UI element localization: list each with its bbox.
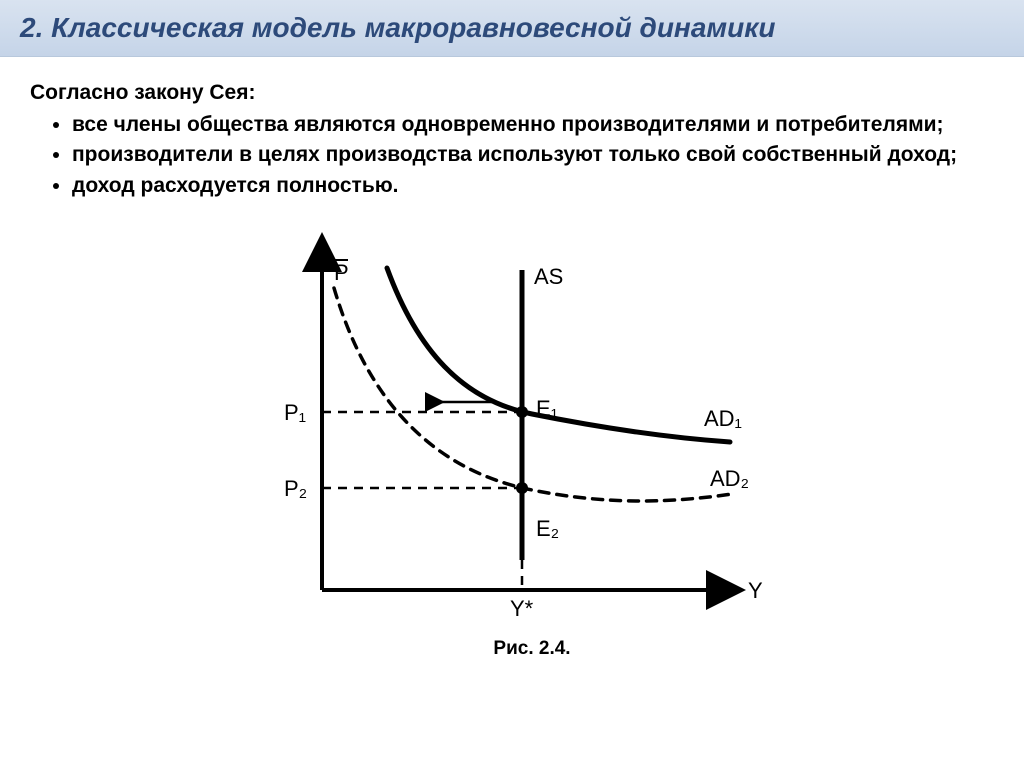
- svg-text:P₁: P₁: [284, 400, 306, 425]
- content-area: Согласно закону Сея: все члены общества …: [0, 57, 1024, 670]
- svg-text:Рис. 2.4.: Рис. 2.4.: [493, 638, 570, 659]
- slide-title: 2. Классическая модель макроравновесной …: [20, 12, 1004, 44]
- economic-diagram: P Y AS AD₁ AD₂ P₁ P₂ E₁ E₂ Y* Рис. 2.4.: [232, 230, 792, 670]
- svg-text:Y*: Y*: [510, 596, 534, 621]
- svg-text:AD₁: AD₁: [704, 406, 742, 431]
- svg-text:Y: Y: [748, 578, 763, 603]
- bullet-list: все члены общества являются одновременно…: [30, 111, 994, 200]
- svg-text:P₂: P₂: [284, 476, 307, 501]
- bullet-item: все члены общества являются одновременно…: [72, 111, 994, 139]
- bullet-item: производители в целях производства испол…: [72, 141, 994, 169]
- svg-text:E₂: E₂: [536, 516, 559, 541]
- title-bar: 2. Классическая модель макроравновесной …: [0, 0, 1024, 57]
- svg-text:E₁: E₁: [536, 396, 558, 421]
- intro-text: Согласно закону Сея:: [30, 81, 994, 105]
- figure-container: P Y AS AD₁ AD₂ P₁ P₂ E₁ E₂ Y* Рис. 2.4.: [30, 230, 994, 670]
- svg-text:P: P: [334, 260, 349, 285]
- svg-text:AD₂: AD₂: [710, 466, 749, 491]
- svg-text:AS: AS: [534, 264, 563, 289]
- bullet-item: доход расходуется полностью.: [72, 172, 994, 200]
